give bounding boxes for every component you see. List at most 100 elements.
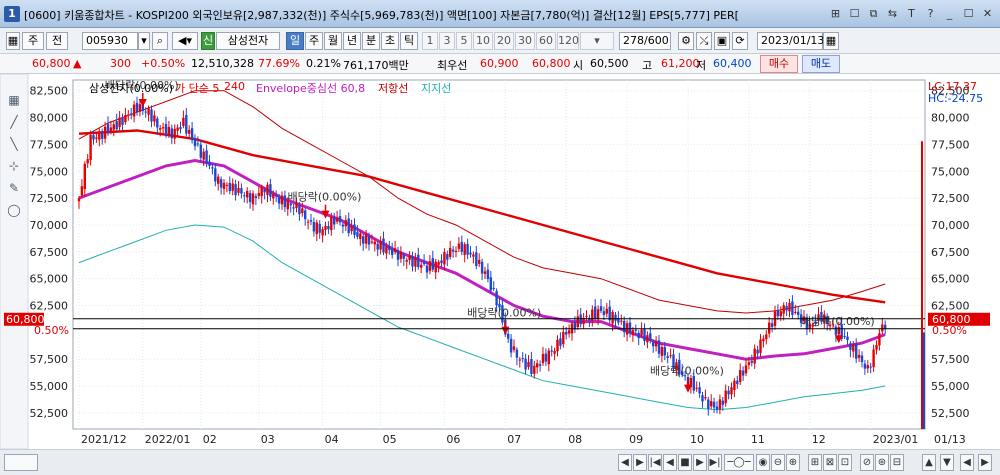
maximize-icon[interactable]: ☐: [963, 7, 974, 20]
candle-body: [637, 332, 640, 339]
candle-body: [112, 124, 115, 130]
period-year[interactable]: 년: [343, 32, 361, 50]
candle-body: [402, 254, 405, 259]
layout-icon[interactable]: ⊞: [830, 7, 841, 20]
candle-body: [863, 363, 867, 369]
candle-body: [594, 306, 597, 319]
sell-button[interactable]: 매도: [802, 55, 840, 73]
candle-body: [304, 210, 307, 220]
split-icon[interactable]: ⊠: [823, 454, 837, 471]
candle-body: [327, 225, 330, 230]
drawing-tool-icon[interactable]: ╲: [9, 136, 18, 151]
interval-3[interactable]: 3: [439, 32, 455, 50]
interval-120[interactable]: 120: [557, 32, 579, 50]
date-field[interactable]: 2023/01/13: [757, 32, 824, 50]
candle-body: [396, 250, 400, 260]
stock-name-field[interactable]: 삼성전자: [216, 32, 280, 50]
drawing-tools[interactable]: ▦ ╱ ╲ ⊹ ✎ ◯: [7, 93, 20, 217]
scroll-up-icon[interactable]: ▲: [922, 454, 936, 471]
scroll-end-icon[interactable]: ▶: [978, 454, 992, 471]
forbid-icon[interactable]: ⊘: [860, 454, 874, 471]
period-day[interactable]: 일: [286, 32, 304, 50]
scroll-left-icon[interactable]: ◀: [618, 454, 632, 471]
star-icon[interactable]: ⊛: [875, 454, 889, 471]
period-tick[interactable]: 틱: [400, 32, 418, 50]
close-icon[interactable]: ✕: [982, 7, 993, 20]
chart-tools-icon[interactable]: ⤯: [696, 32, 712, 50]
candle-body: [791, 301, 794, 315]
prev-icon[interactable]: ◀: [663, 454, 677, 471]
drawing-tool-icon[interactable]: ✎: [9, 181, 19, 195]
candle-body: [507, 333, 510, 339]
stop-icon[interactable]: ■: [678, 454, 692, 471]
tab-previous[interactable]: 전: [46, 32, 68, 50]
period-second[interactable]: 초: [381, 32, 399, 50]
stock-code-input[interactable]: 005930: [82, 32, 138, 50]
candle-body: [228, 182, 231, 192]
link-icon[interactable]: ⧉: [869, 7, 878, 20]
candle-body: [875, 345, 878, 350]
candle-body: [147, 108, 150, 115]
candle-body: [736, 380, 739, 385]
period-week[interactable]: 주: [305, 32, 323, 50]
interval-60[interactable]: 60: [536, 32, 556, 50]
drawing-tool-icon[interactable]: ▦: [8, 93, 19, 107]
interval-10[interactable]: 10: [473, 32, 493, 50]
candle-body: [77, 198, 81, 202]
candle-body: [634, 329, 637, 331]
candle-body: [234, 184, 237, 196]
calendar-icon[interactable]: ▦: [823, 32, 839, 50]
drawing-tool-icon[interactable]: ⊹: [9, 159, 19, 173]
speaker-icon[interactable]: ◀▾: [172, 32, 198, 50]
data-count-field[interactable]: 278/600: [619, 32, 671, 50]
play-icon[interactable]: ▶: [693, 454, 707, 471]
crosshair-icon[interactable]: ◉: [756, 454, 770, 471]
candle-body: [727, 390, 730, 395]
chart-canvas[interactable]: ▦ ╱ ╲ ⊹ ✎ ◯ 82,500 80,000 77,500 75,000 72,500 70,…: [0, 74, 1000, 449]
panel-icon[interactable]: ⊟: [890, 454, 904, 471]
settings-icon[interactable]: ⚙: [678, 32, 694, 50]
help-icon[interactable]: ?: [927, 7, 934, 20]
candle-body: [692, 375, 695, 391]
period-month[interactable]: 월: [324, 32, 342, 50]
search-icon[interactable]: ⌕: [152, 32, 168, 50]
candle-body: [208, 161, 211, 166]
scroll-page-icon[interactable]: ◀: [960, 454, 974, 471]
interval-30[interactable]: 30: [515, 32, 535, 50]
grid-icon[interactable]: ▦: [6, 32, 20, 50]
refresh-icon[interactable]: ⟳: [732, 32, 748, 50]
interval-custom-select[interactable]: ▾: [580, 32, 614, 50]
swap-icon[interactable]: ⇆: [887, 7, 898, 20]
first-icon[interactable]: |◀: [648, 454, 662, 471]
interval-5[interactable]: 5: [456, 32, 472, 50]
tab-stock[interactable]: 주: [22, 32, 44, 50]
save-icon[interactable]: ▣: [714, 32, 730, 50]
candle-body: [623, 320, 626, 333]
interval-20[interactable]: 20: [494, 32, 514, 50]
zoom-in-icon[interactable]: ⊕: [786, 454, 800, 471]
dividend-label: 배당락(0.00%): [288, 191, 362, 204]
interval-1[interactable]: 1: [422, 32, 438, 50]
window-icon[interactable]: ⊡: [838, 454, 852, 471]
minimize-icon[interactable]: _: [946, 7, 953, 20]
last-icon[interactable]: ▶|: [708, 454, 722, 471]
drawing-tool-icon[interactable]: ◯: [7, 203, 20, 217]
zoom-out-icon[interactable]: ⊖: [771, 454, 785, 471]
layout-icon[interactable]: ⊞: [808, 454, 822, 471]
buy-button[interactable]: 매수: [760, 55, 798, 73]
zoom-slider[interactable]: ─◯─: [724, 454, 754, 471]
candle-body: [425, 265, 429, 273]
price-info-row: 60,800 ▲ 300 +0.50% 12,510,328 77.69% 0.…: [0, 54, 1000, 74]
candle-body: [92, 135, 95, 140]
scroll-down-icon[interactable]: ▼: [940, 454, 954, 471]
screen-icon[interactable]: ☐: [849, 7, 860, 20]
scroll-right-icon[interactable]: ▶: [633, 454, 647, 471]
stock-chart[interactable]: ▦ ╱ ╲ ⊹ ✎ ◯ 82,500 80,000 77,500 75,000 72,500 70,…: [0, 74, 1000, 449]
period-minute[interactable]: 분: [362, 32, 380, 50]
candle-body: [521, 358, 524, 360]
candle-body: [715, 406, 719, 410]
text-icon[interactable]: T: [908, 7, 915, 20]
chevron-down-icon[interactable]: ▾: [138, 32, 150, 50]
candle-body: [95, 137, 98, 139]
drawing-tool-icon[interactable]: ╱: [9, 114, 18, 129]
